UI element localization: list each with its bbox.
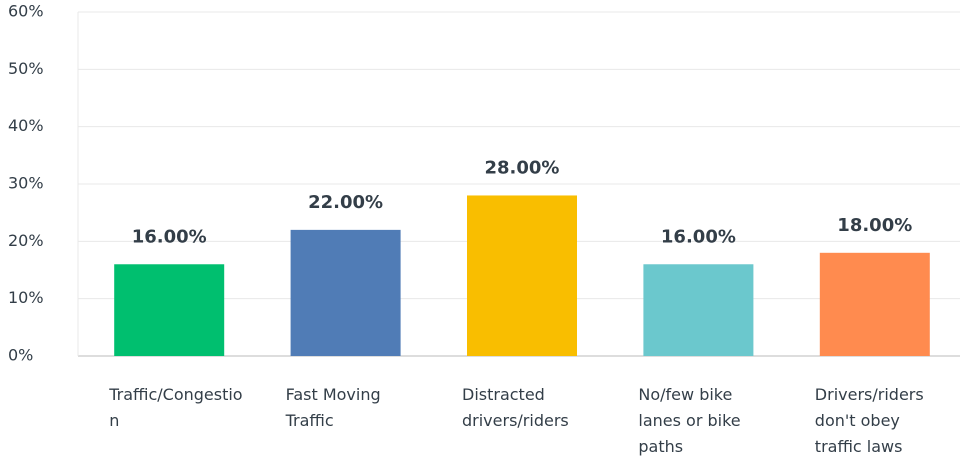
x-tick-label: Fast Moving Traffic — [285, 385, 381, 430]
bar — [114, 264, 225, 356]
x-tick-label: No/few bike lanes or bike paths — [638, 385, 741, 456]
y-tick-label: 10% — [8, 288, 44, 307]
y-tick-label: 30% — [8, 174, 44, 193]
bar — [290, 229, 401, 356]
y-tick-label: 40% — [8, 116, 44, 135]
value-label: 28.00% — [485, 157, 560, 178]
x-tick-label: Drivers/riders don't obey traffic laws — [814, 385, 924, 456]
value-label: 22.00% — [308, 192, 383, 213]
bar — [819, 252, 930, 356]
bar — [643, 264, 754, 356]
value-label: 16.00% — [132, 226, 207, 247]
y-tick-label: 20% — [8, 231, 44, 250]
y-tick-label: 50% — [8, 59, 44, 78]
bar — [467, 195, 577, 356]
x-tick-label: Traffic/Congestion — [109, 385, 243, 430]
y-tick-label: 0% — [8, 346, 33, 365]
x-tick-label: Distracted drivers/riders — [462, 385, 569, 430]
value-label: 16.00% — [661, 226, 736, 247]
value-label: 18.00% — [837, 215, 912, 236]
y-tick-label: 60% — [8, 2, 44, 21]
